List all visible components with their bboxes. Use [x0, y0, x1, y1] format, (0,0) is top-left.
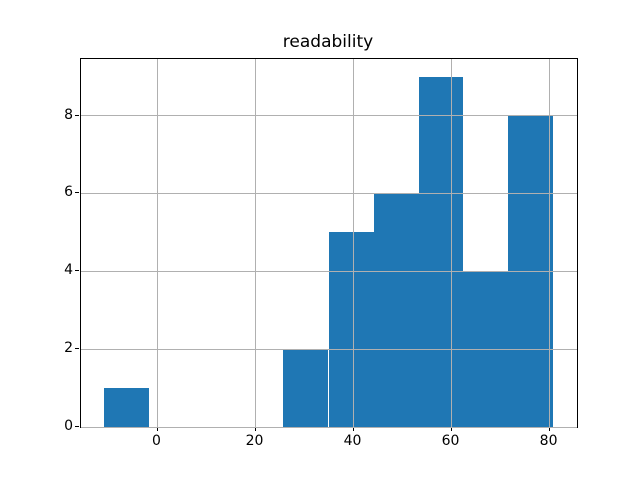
chart-title: readability	[282, 32, 374, 52]
gridline	[353, 59, 354, 427]
histogram-bar	[373, 193, 419, 427]
x-tick-label: 0	[152, 433, 161, 449]
y-tick-label: 6	[64, 184, 73, 201]
histogram-bar	[418, 76, 464, 427]
y-tick-label: 2	[64, 340, 73, 357]
plot-area	[80, 58, 578, 428]
x-tick-mark	[450, 427, 452, 431]
gridline	[451, 59, 452, 427]
y-tick-mark	[75, 270, 79, 272]
y-tick-mark	[75, 426, 79, 427]
y-tick-mark	[75, 192, 79, 194]
y-tick-mark	[75, 348, 79, 350]
gridline	[81, 426, 577, 428]
x-tick-label: 60	[441, 433, 460, 449]
grid-layer	[81, 59, 577, 428]
gridline	[81, 192, 577, 194]
x-tick-label: 80	[539, 433, 558, 449]
histogram-bar	[328, 232, 374, 427]
gridline	[157, 59, 158, 427]
x-tick-mark	[254, 427, 256, 431]
y-tick-label: 4	[64, 262, 73, 279]
x-tick-label: 40	[343, 433, 362, 449]
y-tick-mark	[75, 114, 79, 116]
y-tick-label: 8	[64, 106, 73, 123]
x-tick-mark	[548, 427, 550, 431]
gridline	[81, 270, 577, 272]
x-tick-mark	[352, 427, 354, 431]
x-tick-label: 20	[245, 433, 264, 449]
histogram-bar	[283, 349, 329, 427]
x-tick-mark	[156, 427, 158, 431]
y-tick-label: 0	[64, 418, 73, 434]
gridline	[81, 115, 577, 116]
histogram-bar	[103, 388, 149, 427]
gridline	[255, 59, 256, 427]
gridline	[81, 348, 577, 350]
gridline	[549, 59, 551, 427]
